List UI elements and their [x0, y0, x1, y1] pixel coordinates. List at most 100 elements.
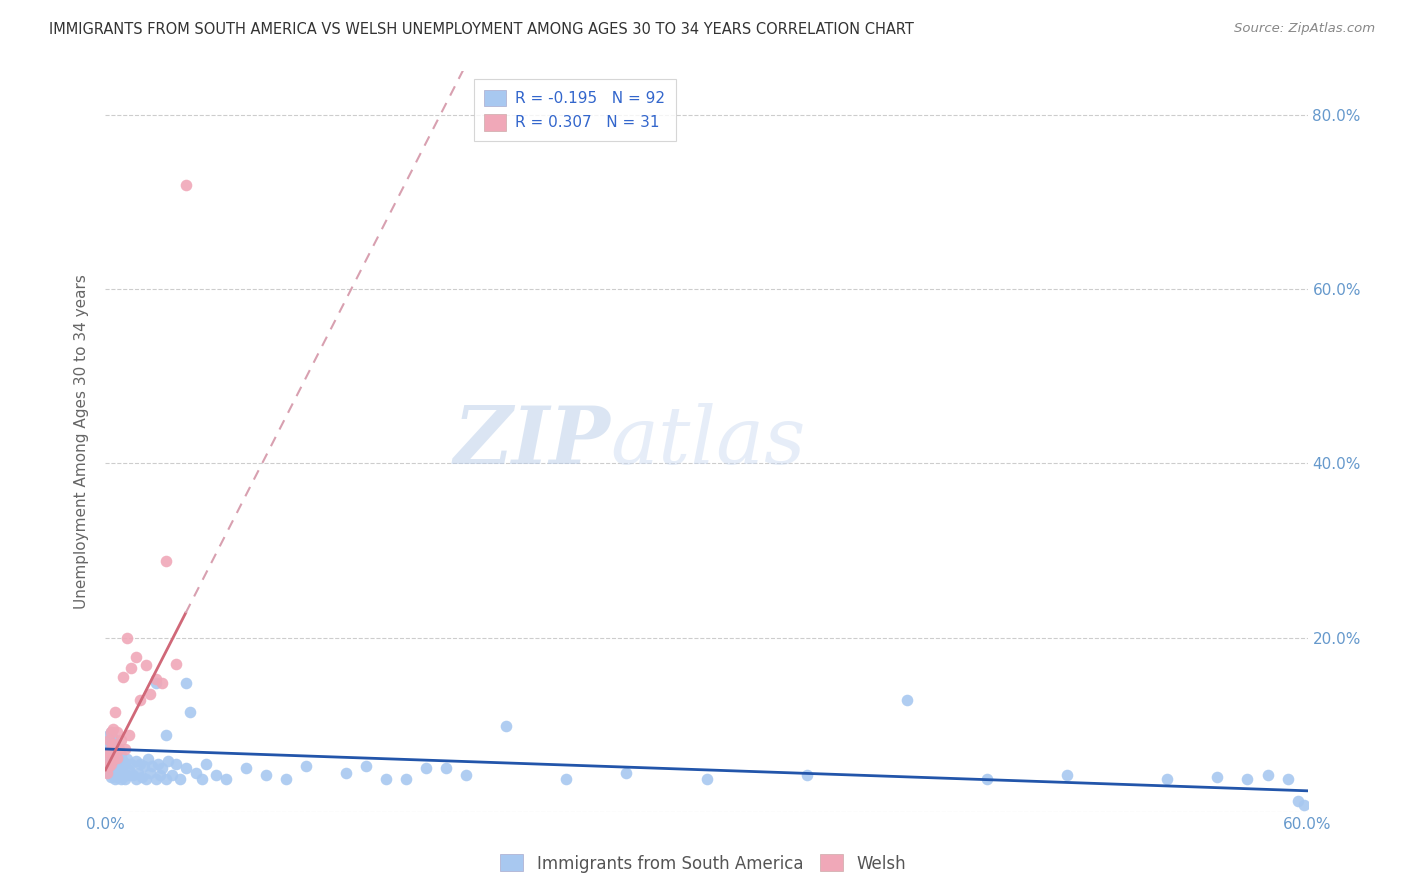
Point — [124, 754, 146, 768]
Point — [98, 754, 121, 768]
Point — [1056, 768, 1078, 782]
Point — [354, 759, 377, 773]
Legend: Immigrants from South America, Welsh: Immigrants from South America, Welsh — [494, 847, 912, 880]
Y-axis label: Unemployment Among Ages 30 to 34 years: Unemployment Among Ages 30 to 34 years — [75, 274, 90, 609]
Point — [1292, 797, 1315, 812]
Point — [214, 772, 236, 786]
Point — [1286, 794, 1309, 808]
Point — [1156, 772, 1178, 786]
Point — [104, 748, 127, 763]
Point — [96, 752, 118, 766]
Point — [118, 728, 141, 742]
Point — [150, 675, 173, 690]
Point — [103, 768, 125, 782]
Point — [696, 772, 718, 786]
Point — [122, 768, 145, 782]
Point — [274, 772, 297, 786]
Point — [104, 759, 127, 773]
Point — [100, 770, 122, 784]
Point — [155, 772, 177, 786]
Point — [103, 731, 125, 745]
Point — [114, 756, 136, 771]
Point — [98, 733, 121, 747]
Point — [107, 770, 129, 784]
Point — [110, 772, 132, 786]
Point — [112, 768, 135, 782]
Point — [98, 765, 121, 780]
Point — [117, 631, 139, 645]
Point — [100, 742, 122, 756]
Point — [100, 724, 122, 739]
Point — [118, 763, 141, 777]
Text: atlas: atlas — [610, 403, 806, 480]
Point — [128, 693, 150, 707]
Point — [434, 761, 457, 775]
Point — [114, 742, 136, 756]
Point — [103, 722, 125, 736]
Point — [415, 761, 437, 775]
Point — [145, 772, 167, 786]
Point — [155, 728, 177, 742]
Point — [108, 752, 131, 766]
Point — [100, 735, 122, 749]
Point — [98, 746, 121, 760]
Point — [1277, 772, 1299, 786]
Text: Source: ZipAtlas.com: Source: ZipAtlas.com — [1234, 22, 1375, 36]
Point — [1257, 768, 1279, 782]
Point — [107, 746, 129, 760]
Point — [104, 737, 127, 751]
Point — [194, 756, 217, 771]
Point — [103, 754, 125, 768]
Point — [98, 742, 121, 756]
Point — [155, 554, 177, 568]
Point — [335, 765, 357, 780]
Point — [454, 768, 477, 782]
Point — [138, 765, 160, 780]
Point — [616, 765, 638, 780]
Point — [145, 675, 167, 690]
Point — [127, 765, 149, 780]
Point — [174, 675, 197, 690]
Point — [555, 772, 578, 786]
Point — [108, 742, 131, 756]
Point — [131, 770, 153, 784]
Point — [107, 724, 129, 739]
Text: ZIP: ZIP — [454, 403, 610, 480]
Point — [112, 754, 135, 768]
Point — [976, 772, 998, 786]
Point — [103, 744, 125, 758]
Point — [150, 761, 173, 775]
Point — [145, 673, 167, 687]
Point — [204, 768, 226, 782]
Point — [110, 733, 132, 747]
Point — [1236, 772, 1258, 786]
Point — [124, 772, 146, 786]
Point — [179, 705, 201, 719]
Point — [141, 759, 163, 773]
Point — [103, 737, 125, 751]
Point — [114, 772, 136, 786]
Point — [98, 728, 121, 742]
Point — [135, 772, 157, 786]
Point — [121, 756, 143, 771]
Point — [117, 752, 139, 766]
Point — [104, 746, 127, 760]
Point — [136, 752, 159, 766]
Point — [110, 759, 132, 773]
Point — [184, 765, 207, 780]
Point — [796, 768, 818, 782]
Point — [110, 748, 132, 763]
Point — [160, 768, 183, 782]
Point — [135, 658, 157, 673]
Point — [254, 768, 277, 782]
Point — [156, 754, 179, 768]
Point — [174, 761, 197, 775]
Point — [374, 772, 398, 786]
Point — [96, 765, 118, 780]
Point — [148, 768, 170, 782]
Text: IMMIGRANTS FROM SOUTH AMERICA VS WELSH UNEMPLOYMENT AMONG AGES 30 TO 34 YEARS CO: IMMIGRANTS FROM SOUTH AMERICA VS WELSH U… — [49, 22, 914, 37]
Point — [104, 772, 127, 786]
Point — [395, 772, 418, 786]
Point — [100, 756, 122, 771]
Point — [96, 756, 118, 771]
